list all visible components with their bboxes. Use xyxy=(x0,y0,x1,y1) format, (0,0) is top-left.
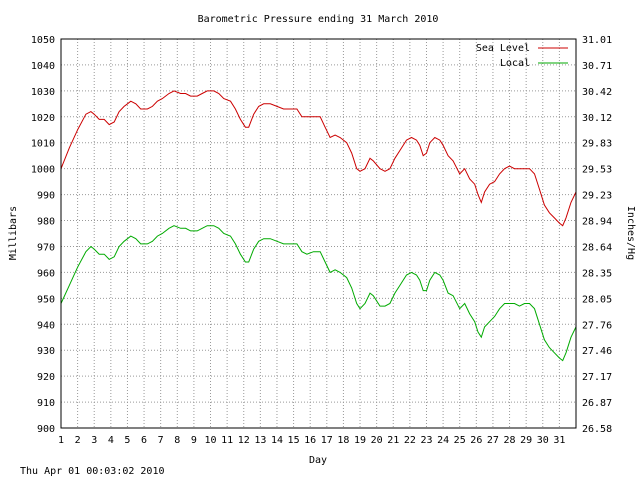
footer-timestamp: Thu Apr 01 00:03:02 2010 xyxy=(20,466,165,477)
plot-frame xyxy=(60,38,577,429)
x-tick-label: 9 xyxy=(191,435,197,446)
y2-tick-label: 27.76 xyxy=(582,320,612,331)
y2-tick-label: 26.58 xyxy=(582,424,612,435)
y2-tick-label: 28.35 xyxy=(582,268,612,279)
y2-tick-label: 30.71 xyxy=(582,61,612,72)
chart-title: Barometric Pressure ending 31 March 2010 xyxy=(198,14,439,25)
y2-tick-label: 27.17 xyxy=(582,372,612,383)
x-tick-label: 1 xyxy=(58,435,64,446)
y2-tick-label: 28.94 xyxy=(582,217,612,228)
y2-tick-label: 29.53 xyxy=(582,165,612,176)
y-tick-label: 930 xyxy=(37,346,55,357)
x-tick-label: 7 xyxy=(158,435,164,446)
y-tick-label: 920 xyxy=(37,372,55,383)
x-tick-label: 16 xyxy=(304,435,316,446)
y2-tick-label: 31.01 xyxy=(582,35,612,46)
y2-tick-label: 30.42 xyxy=(582,87,612,98)
x-tick-label: 22 xyxy=(404,435,416,446)
y-tick-label: 900 xyxy=(37,424,55,435)
x-tick-label: 25 xyxy=(454,435,466,446)
x-tick-label: 11 xyxy=(221,435,233,446)
y-tick-label: 970 xyxy=(37,242,55,253)
x-tick-label: 29 xyxy=(520,435,532,446)
x-tick-label: 24 xyxy=(437,435,449,446)
legend-label: Sea Level xyxy=(476,43,530,54)
x-tick-label: 28 xyxy=(504,435,516,446)
x-tick-label: 26 xyxy=(470,435,482,446)
series-line-local xyxy=(60,225,577,362)
x-tick-label: 2 xyxy=(75,435,81,446)
x-tick-label: 15 xyxy=(288,435,300,446)
x-tick-label: 14 xyxy=(271,435,283,446)
y-tick-label: 1020 xyxy=(31,113,55,124)
y2-tick-label: 28.05 xyxy=(582,294,612,305)
y-tick-label: 940 xyxy=(37,320,55,331)
y-tick-label: 1040 xyxy=(31,61,55,72)
y-tick-label: 1030 xyxy=(31,87,55,98)
x-tick-label: 8 xyxy=(174,435,180,446)
tick-labels: 1 2 3 4 5 6 7 8 9 10 11 12 13 14 15 16 17 18 19 20 21 22 23 24 2… xyxy=(31,35,612,446)
x-tick-label: 3 xyxy=(91,435,97,446)
y2-tick-label: 29.23 xyxy=(582,191,612,202)
x-tick-label: 30 xyxy=(537,435,549,446)
y2-tick-label: 29.83 xyxy=(582,139,612,150)
y2-axis-label: Inches/Hg xyxy=(625,206,636,260)
y2-tick-label: 26.87 xyxy=(582,398,612,409)
x-tick-label: 27 xyxy=(487,435,499,446)
x-tick-label: 21 xyxy=(387,435,399,446)
grid-lines xyxy=(61,39,577,428)
x-axis-label: Day xyxy=(309,455,327,466)
y-tick-label: 1000 xyxy=(31,165,55,176)
x-tick-label: 6 xyxy=(141,435,147,446)
x-tick-label: 10 xyxy=(204,435,216,446)
y2-tick-label: 27.46 xyxy=(582,346,612,357)
y-axis-label: Millibars xyxy=(8,206,19,260)
y2-tick-label: 28.64 xyxy=(582,242,612,253)
x-tick-label: 19 xyxy=(354,435,366,446)
legend: Sea Level Local xyxy=(476,43,568,69)
y-tick-label: 990 xyxy=(37,191,55,202)
y-tick-label: 1050 xyxy=(31,35,55,46)
x-tick-label: 12 xyxy=(238,435,250,446)
x-tick-label: 4 xyxy=(108,435,114,446)
y2-tick-label: 30.12 xyxy=(582,113,612,124)
x-tick-label: 31 xyxy=(553,435,565,446)
x-tick-label: 18 xyxy=(337,435,349,446)
y-tick-label: 960 xyxy=(37,268,55,279)
series-line-sea-level xyxy=(60,90,577,227)
x-tick-label: 17 xyxy=(321,435,333,446)
x-tick-label: 5 xyxy=(124,435,130,446)
y-tick-label: 910 xyxy=(37,398,55,409)
x-tick-label: 20 xyxy=(371,435,383,446)
x-tick-label: 13 xyxy=(254,435,266,446)
series-layer xyxy=(60,90,577,362)
x-tick-label: 23 xyxy=(420,435,432,446)
y-tick-label: 1010 xyxy=(31,139,55,150)
y-tick-label: 980 xyxy=(37,217,55,228)
y-tick-label: 950 xyxy=(37,294,55,305)
legend-label: Local xyxy=(500,58,530,69)
